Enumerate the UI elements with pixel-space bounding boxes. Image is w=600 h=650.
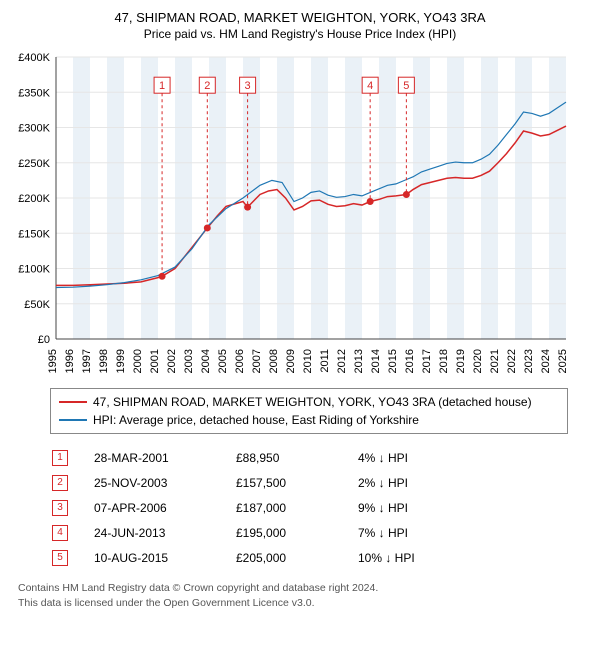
transaction-price: £157,500 [236, 471, 356, 494]
footnote-line-1: Contains HM Land Registry data © Crown c… [18, 581, 590, 596]
transaction-date: 10-AUG-2015 [94, 546, 234, 569]
transaction-price: £195,000 [236, 521, 356, 544]
transaction-date: 28-MAR-2001 [94, 446, 234, 469]
table-row: 4 24-JUN-2013£195,0007% ↓ HPI [52, 521, 478, 544]
svg-text:2012: 2012 [336, 349, 348, 373]
legend-label-price-paid: 47, SHIPMAN ROAD, MARKET WEIGHTON, YORK,… [93, 393, 532, 411]
table-row: 1 28-MAR-2001£88,9504% ↓ HPI [52, 446, 478, 469]
transaction-delta: 4% ↓ HPI [358, 446, 478, 469]
price-chart: £0 £50K £100K £150K £200K £250K £300K £350K £400… [10, 49, 570, 379]
transaction-delta: 2% ↓ HPI [358, 471, 478, 494]
svg-text:2001: 2001 [149, 349, 161, 373]
transaction-date: 24-JUN-2013 [94, 521, 234, 544]
svg-text:£400K: £400K [18, 52, 50, 64]
svg-text:2021: 2021 [489, 349, 501, 373]
svg-text:£300K: £300K [18, 123, 50, 135]
page-title: 47, SHIPMAN ROAD, MARKET WEIGHTON, YORK,… [10, 10, 590, 25]
transaction-delta: 7% ↓ HPI [358, 521, 478, 544]
table-row: 3 07-APR-2006£187,0009% ↓ HPI [52, 496, 478, 519]
transaction-price: £88,950 [236, 446, 356, 469]
transaction-delta: 9% ↓ HPI [358, 496, 478, 519]
svg-text:2017: 2017 [421, 349, 433, 373]
svg-text:3: 3 [245, 80, 251, 92]
svg-text:2005: 2005 [217, 349, 229, 373]
svg-text:1998: 1998 [98, 349, 110, 373]
svg-text:1: 1 [159, 80, 165, 92]
svg-text:£50K: £50K [24, 299, 50, 311]
svg-text:2: 2 [204, 80, 210, 92]
svg-text:£350K: £350K [18, 87, 50, 99]
footnote: Contains HM Land Registry data © Crown c… [18, 581, 590, 610]
svg-text:£150K: £150K [18, 228, 50, 240]
svg-text:2011: 2011 [319, 349, 331, 373]
svg-text:2018: 2018 [438, 349, 450, 373]
transaction-price: £187,000 [236, 496, 356, 519]
svg-text:1996: 1996 [64, 349, 76, 373]
svg-text:2022: 2022 [506, 349, 518, 373]
svg-text:1999: 1999 [115, 349, 127, 373]
transaction-delta: 10% ↓ HPI [358, 546, 478, 569]
svg-text:2004: 2004 [200, 349, 212, 373]
transactions-table: 128-MAR-2001£88,9504% ↓ HPI225-NOV-2003£… [50, 444, 480, 571]
svg-text:2015: 2015 [387, 349, 399, 373]
svg-text:2013: 2013 [353, 349, 365, 373]
svg-text:2020: 2020 [472, 349, 484, 373]
svg-text:2025: 2025 [557, 349, 569, 373]
svg-text:2016: 2016 [404, 349, 416, 373]
transaction-price: £205,000 [236, 546, 356, 569]
svg-text:£0: £0 [38, 334, 50, 346]
svg-text:2024: 2024 [540, 349, 552, 373]
svg-text:1997: 1997 [81, 349, 93, 373]
svg-text:2023: 2023 [523, 349, 535, 373]
page-subtitle: Price paid vs. HM Land Registry's House … [10, 27, 590, 41]
svg-text:2009: 2009 [285, 349, 297, 373]
svg-text:2019: 2019 [455, 349, 467, 373]
svg-text:2010: 2010 [302, 349, 314, 373]
footnote-line-2: This data is licensed under the Open Gov… [18, 596, 590, 611]
legend-row-hpi: HPI: Average price, detached house, East… [59, 411, 559, 429]
table-row: 2 25-NOV-2003£157,5002% ↓ HPI [52, 471, 478, 494]
svg-text:£100K: £100K [18, 264, 50, 276]
marker-box-icon: 3 [52, 500, 68, 516]
marker-box-icon: 5 [52, 550, 68, 566]
table-row: 5 10-AUG-2015£205,00010% ↓ HPI [52, 546, 478, 569]
transaction-date: 25-NOV-2003 [94, 471, 234, 494]
marker-box-icon: 2 [52, 475, 68, 491]
svg-text:£200K: £200K [18, 193, 50, 205]
transaction-date: 07-APR-2006 [94, 496, 234, 519]
legend-swatch-hpi [59, 419, 87, 421]
svg-text:2008: 2008 [268, 349, 280, 373]
legend-label-hpi: HPI: Average price, detached house, East… [93, 411, 419, 429]
chart-container: £0 £50K £100K £150K £200K £250K £300K £350K £400… [10, 49, 590, 382]
svg-text:5: 5 [403, 80, 409, 92]
marker-box-icon: 1 [52, 450, 68, 466]
legend-swatch-price-paid [59, 401, 87, 403]
svg-text:4: 4 [367, 80, 373, 92]
legend-row-price-paid: 47, SHIPMAN ROAD, MARKET WEIGHTON, YORK,… [59, 393, 559, 411]
svg-text:2002: 2002 [166, 349, 178, 373]
svg-text:1995: 1995 [47, 349, 59, 373]
svg-text:2014: 2014 [370, 349, 382, 373]
svg-text:2006: 2006 [234, 349, 246, 373]
svg-text:2000: 2000 [132, 349, 144, 373]
svg-text:2007: 2007 [251, 349, 263, 373]
legend: 47, SHIPMAN ROAD, MARKET WEIGHTON, YORK,… [50, 388, 568, 434]
svg-text:£250K: £250K [18, 158, 50, 170]
marker-box-icon: 4 [52, 525, 68, 541]
svg-text:2003: 2003 [183, 349, 195, 373]
